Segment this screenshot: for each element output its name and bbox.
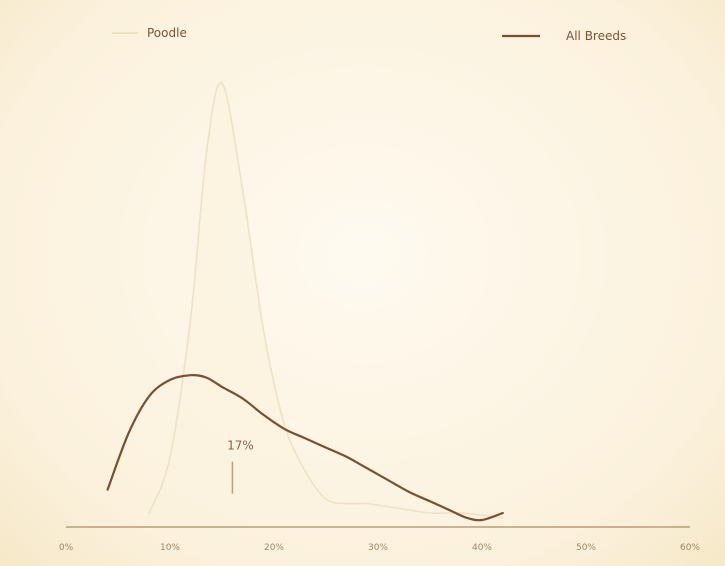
legend-label-all-breeds: All Breeds (566, 29, 626, 43)
series-group (106, 81, 504, 528)
x-tick-label: 30% (368, 543, 388, 553)
legend-label-poodle: Poodle (147, 26, 187, 40)
x-tick-label: 20% (264, 543, 284, 553)
series-line-poodle (148, 81, 504, 519)
x-tick-label: 10% (160, 543, 180, 553)
x-tick-label: 0% (59, 543, 74, 553)
annotation-label: 17% (227, 439, 254, 453)
x-axis: 0% 10% 20% 30% 40% 50% 60% (59, 526, 700, 553)
legend: Poodle All Breeds (112, 26, 626, 43)
x-tick-label: 50% (576, 543, 596, 553)
x-tick-label: 40% (472, 543, 492, 553)
series-line-all-breeds (106, 374, 504, 522)
series-area-poodle (149, 82, 503, 528)
annotations: 17% (227, 439, 254, 494)
x-tick-label: 60% (680, 543, 700, 553)
